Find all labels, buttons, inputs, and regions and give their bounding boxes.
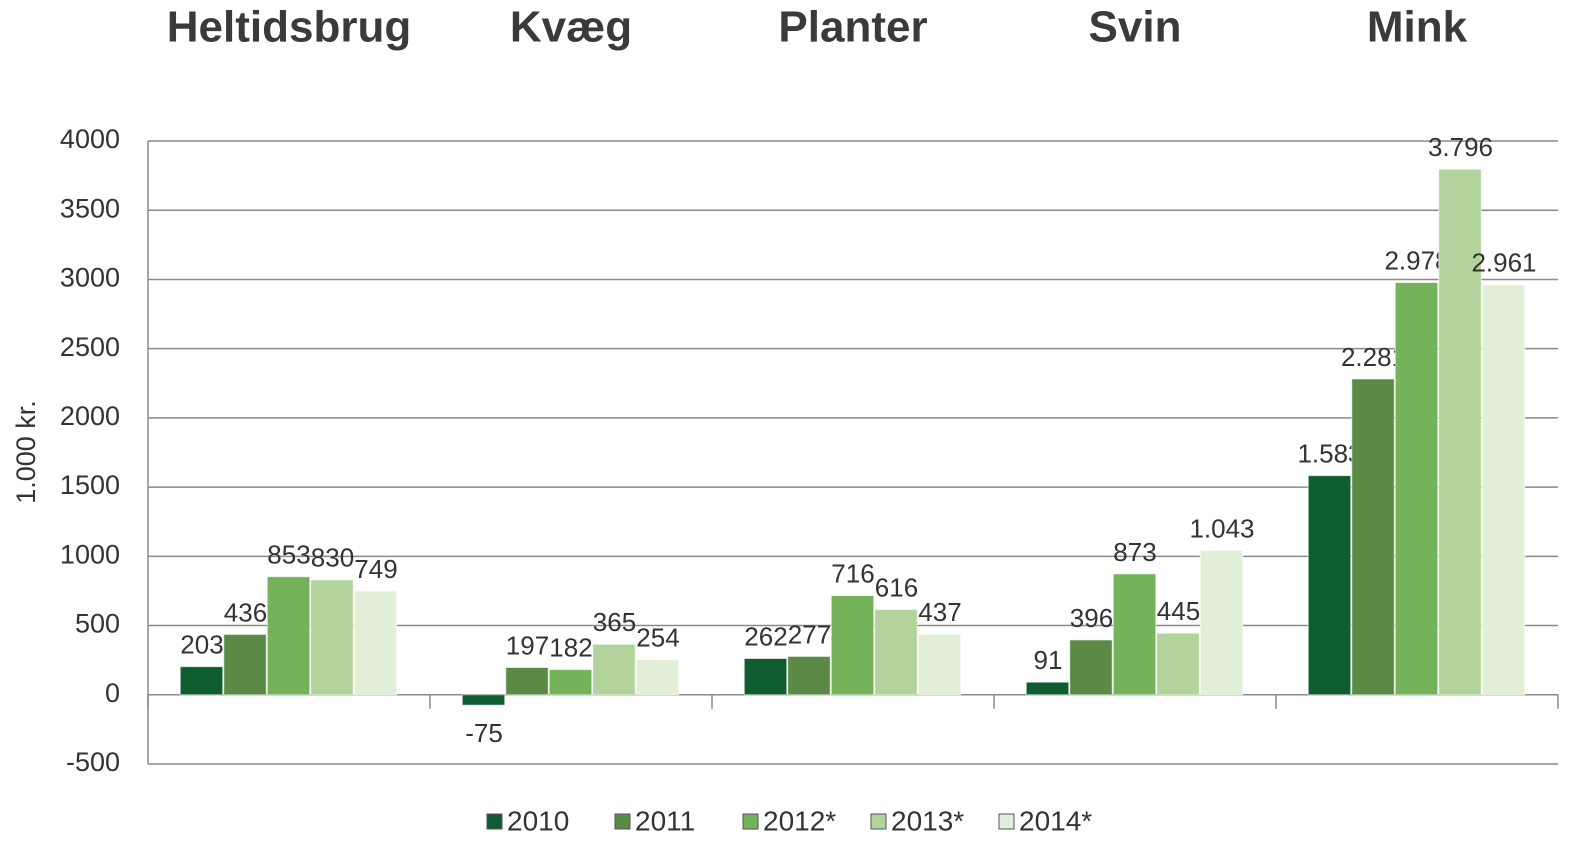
bar [505, 667, 549, 696]
y-tick-label: 2000 [60, 401, 120, 431]
bar [461, 694, 506, 706]
legend-label: 2013* [891, 805, 964, 836]
value-label: 616 [875, 572, 918, 602]
bar [1025, 681, 1070, 696]
bar [874, 608, 918, 696]
y-tick-label: 1500 [60, 470, 120, 500]
bar [179, 666, 224, 696]
value-label: 3.796 [1428, 132, 1493, 162]
value-label: 277 [788, 619, 831, 649]
y-tick-label: 4000 [60, 124, 120, 154]
bar [1307, 475, 1352, 696]
bar [1351, 378, 1395, 696]
bar [223, 633, 267, 696]
value-label: -75 [465, 718, 503, 748]
bar [1156, 632, 1200, 696]
y-tick-label: 1000 [60, 539, 120, 569]
value-label: 873 [1113, 537, 1156, 567]
legend-swatch [614, 813, 631, 830]
bar [1069, 639, 1113, 696]
value-label: 2.961 [1471, 248, 1536, 278]
bar [310, 579, 354, 696]
bar [1481, 284, 1526, 696]
legend-swatch [742, 813, 759, 830]
category-title: Mink [1367, 3, 1468, 52]
value-label: 197 [506, 630, 549, 660]
bar [830, 595, 875, 696]
value-label: 262 [744, 621, 787, 651]
value-label: 365 [593, 607, 636, 637]
legend-label: 2011 [635, 805, 695, 836]
bar [743, 658, 788, 696]
y-tick-label: 500 [75, 609, 120, 639]
value-label: 445 [1157, 596, 1200, 626]
value-label: 1.043 [1189, 513, 1254, 543]
legend-label: 2012* [763, 805, 836, 836]
value-label: 437 [918, 597, 961, 627]
legend-swatch [486, 813, 503, 830]
value-label: 853 [267, 540, 310, 570]
y-tick-label: 3500 [60, 193, 120, 223]
value-label: 182 [549, 632, 592, 662]
legend-label: 2014* [1019, 805, 1092, 836]
bar [266, 576, 311, 696]
value-label: 749 [354, 554, 397, 584]
bar [917, 633, 962, 696]
value-label: 91 [1034, 645, 1063, 675]
category-title: Planter [778, 3, 927, 52]
y-tick-label: 2500 [60, 332, 120, 362]
y-tick-label: -500 [66, 747, 120, 777]
bar [353, 590, 398, 696]
bar [787, 655, 831, 696]
category-title: Svin [1089, 3, 1182, 52]
value-label: 716 [831, 559, 874, 589]
category-title: Heltidsbrug [167, 3, 411, 52]
value-label: 436 [224, 597, 267, 627]
bar [1112, 573, 1157, 696]
value-label: 203 [180, 630, 223, 660]
bar [1394, 281, 1439, 696]
bar [1199, 549, 1244, 696]
value-label: 254 [636, 622, 679, 652]
value-label: 830 [311, 543, 354, 573]
bar [635, 659, 680, 696]
legend-label: 2010 [507, 805, 569, 836]
y-axis-label: 1.000 kr. [11, 400, 41, 504]
y-tick-label: 0 [105, 678, 120, 708]
bar [1438, 168, 1482, 696]
legend-swatch [998, 813, 1015, 830]
value-label: 396 [1070, 603, 1113, 633]
y-tick-label: 3000 [60, 263, 120, 293]
bar [548, 669, 593, 696]
legend-swatch [870, 813, 887, 830]
bar [592, 643, 636, 696]
category-title: Kvæg [510, 3, 632, 52]
